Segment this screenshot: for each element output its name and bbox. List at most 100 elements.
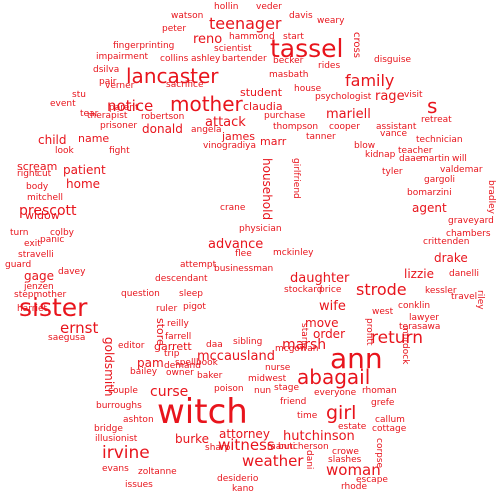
word-lizzie: lizzie: [404, 267, 434, 281]
word-weather: weather: [242, 452, 304, 470]
word-mckinley: mckinley: [273, 248, 314, 258]
word-danelli: danelli: [449, 269, 479, 279]
word-marr: marr: [260, 135, 287, 148]
word-callum: callum: [375, 415, 405, 425]
word-watson: watson: [171, 11, 204, 21]
word-donald: donald: [142, 122, 183, 136]
word-davey: davey: [58, 267, 86, 277]
word-look: look: [55, 146, 74, 156]
word-psychologist: psychologist: [315, 92, 372, 102]
word-impairment: impairment: [96, 52, 149, 62]
word-desiderio: desiderio: [217, 474, 259, 484]
word-dani: dani: [304, 450, 314, 470]
word-widow: widow: [25, 209, 60, 222]
word-martin: martin: [420, 154, 450, 164]
word-panic: panic: [40, 235, 65, 245]
word-hollin: hollin: [214, 2, 239, 12]
word-guard: guard: [5, 260, 32, 270]
word-jenzen: jenzen: [24, 282, 54, 292]
word-stu: stu: [72, 90, 86, 100]
word-student: student: [240, 86, 283, 99]
word-owner: owner: [166, 368, 194, 378]
word-pair: pair: [99, 77, 117, 87]
word-strode: strode: [356, 280, 407, 299]
word-ashley: ashley: [191, 54, 221, 64]
word-burke: burke: [175, 432, 210, 446]
word-weary: weary: [317, 16, 345, 26]
word-fingerprinting: fingerprinting: [113, 41, 175, 51]
word-girlfriend: girlfriend: [291, 158, 301, 199]
word-therapist: therapist: [87, 111, 128, 121]
word-tyler: tyler: [382, 167, 403, 177]
word-hutchinson: hutchinson: [283, 429, 355, 444]
word-family: family: [345, 71, 395, 90]
word-nurse: nurse: [265, 363, 291, 373]
word-physician: physician: [239, 224, 282, 234]
word-sister: sister: [19, 293, 88, 322]
word-illusionist: illusionist: [95, 434, 138, 444]
word-descendant: descendant: [155, 274, 208, 284]
word-burroughs: burroughs: [96, 401, 142, 411]
word-attorney: attorney: [219, 427, 270, 441]
word-wife: wife: [319, 299, 346, 314]
word-cottage: cottage: [372, 424, 407, 434]
word-bartender: bartender: [222, 54, 267, 64]
word-pam: pam: [137, 356, 164, 370]
word-body: body: [26, 182, 49, 192]
word-home: home: [66, 177, 101, 191]
word-exit: exit: [24, 239, 41, 249]
word-scream: scream: [17, 160, 58, 173]
word-household: household: [260, 158, 274, 221]
word-harriet: harriet: [17, 304, 48, 314]
word-house: house: [294, 84, 322, 94]
word-witness: witness: [218, 436, 275, 454]
word-chambers: chambers: [446, 229, 491, 239]
word-masbath: masbath: [269, 70, 309, 80]
word-rhode: rhode: [341, 482, 368, 492]
word-estate: estate: [338, 422, 367, 432]
word-event: event: [50, 99, 76, 109]
word-rage: rage: [375, 89, 405, 104]
word-crane: crane: [220, 203, 246, 213]
word-agent: agent: [412, 201, 447, 215]
word-purchase: purchase: [264, 111, 306, 121]
word-ruler: ruler: [156, 304, 178, 314]
word-will: will: [452, 154, 467, 164]
word-terasawa: terasawa: [399, 322, 441, 332]
word-mitchell: mitchell: [27, 193, 63, 203]
word-couple: couple: [108, 386, 138, 396]
word-abagail: abagail: [297, 365, 371, 389]
word-sibling: sibling: [233, 337, 263, 347]
word-vinogradiya: vinogradiya: [203, 141, 257, 151]
word-patient: patient: [63, 163, 106, 177]
word-tassel: tassel: [270, 34, 344, 63]
word-graveyard: graveyard: [448, 216, 494, 226]
word-travel: travel: [451, 292, 478, 302]
word-sleep: sleep: [179, 289, 203, 299]
word-irvine: irvine: [102, 443, 150, 463]
word-collins: collins: [160, 54, 189, 64]
word-conklin: conklin: [398, 301, 431, 311]
word-daughter: daughter: [290, 271, 350, 286]
word-riley: riley: [475, 290, 485, 310]
word-ashton: ashton: [123, 415, 154, 425]
word-teacher: teacher: [398, 146, 433, 156]
word-disguise: disguise: [374, 55, 412, 65]
word-evans: evans: [102, 464, 129, 474]
word-bomarzini: bomarzini: [407, 188, 452, 198]
word-west: west: [372, 307, 394, 317]
word-claudia: claudia: [243, 100, 283, 113]
word-crowe: crowe: [332, 447, 359, 457]
word-kessler: kessler: [425, 286, 457, 296]
word-stockard: stockard: [284, 285, 323, 295]
word-gage: gage: [24, 269, 54, 283]
word-price: price: [319, 285, 342, 295]
word-tanner: tanner: [306, 132, 336, 142]
word-zoltanne: zoltanne: [138, 467, 177, 477]
word-baker: baker: [197, 371, 223, 381]
word-valdemar: valdemar: [440, 165, 483, 175]
word-daa: daa: [206, 340, 223, 350]
word-editor: editor: [118, 341, 145, 351]
word-child: child: [38, 133, 67, 147]
word-cut: cut: [37, 169, 52, 179]
